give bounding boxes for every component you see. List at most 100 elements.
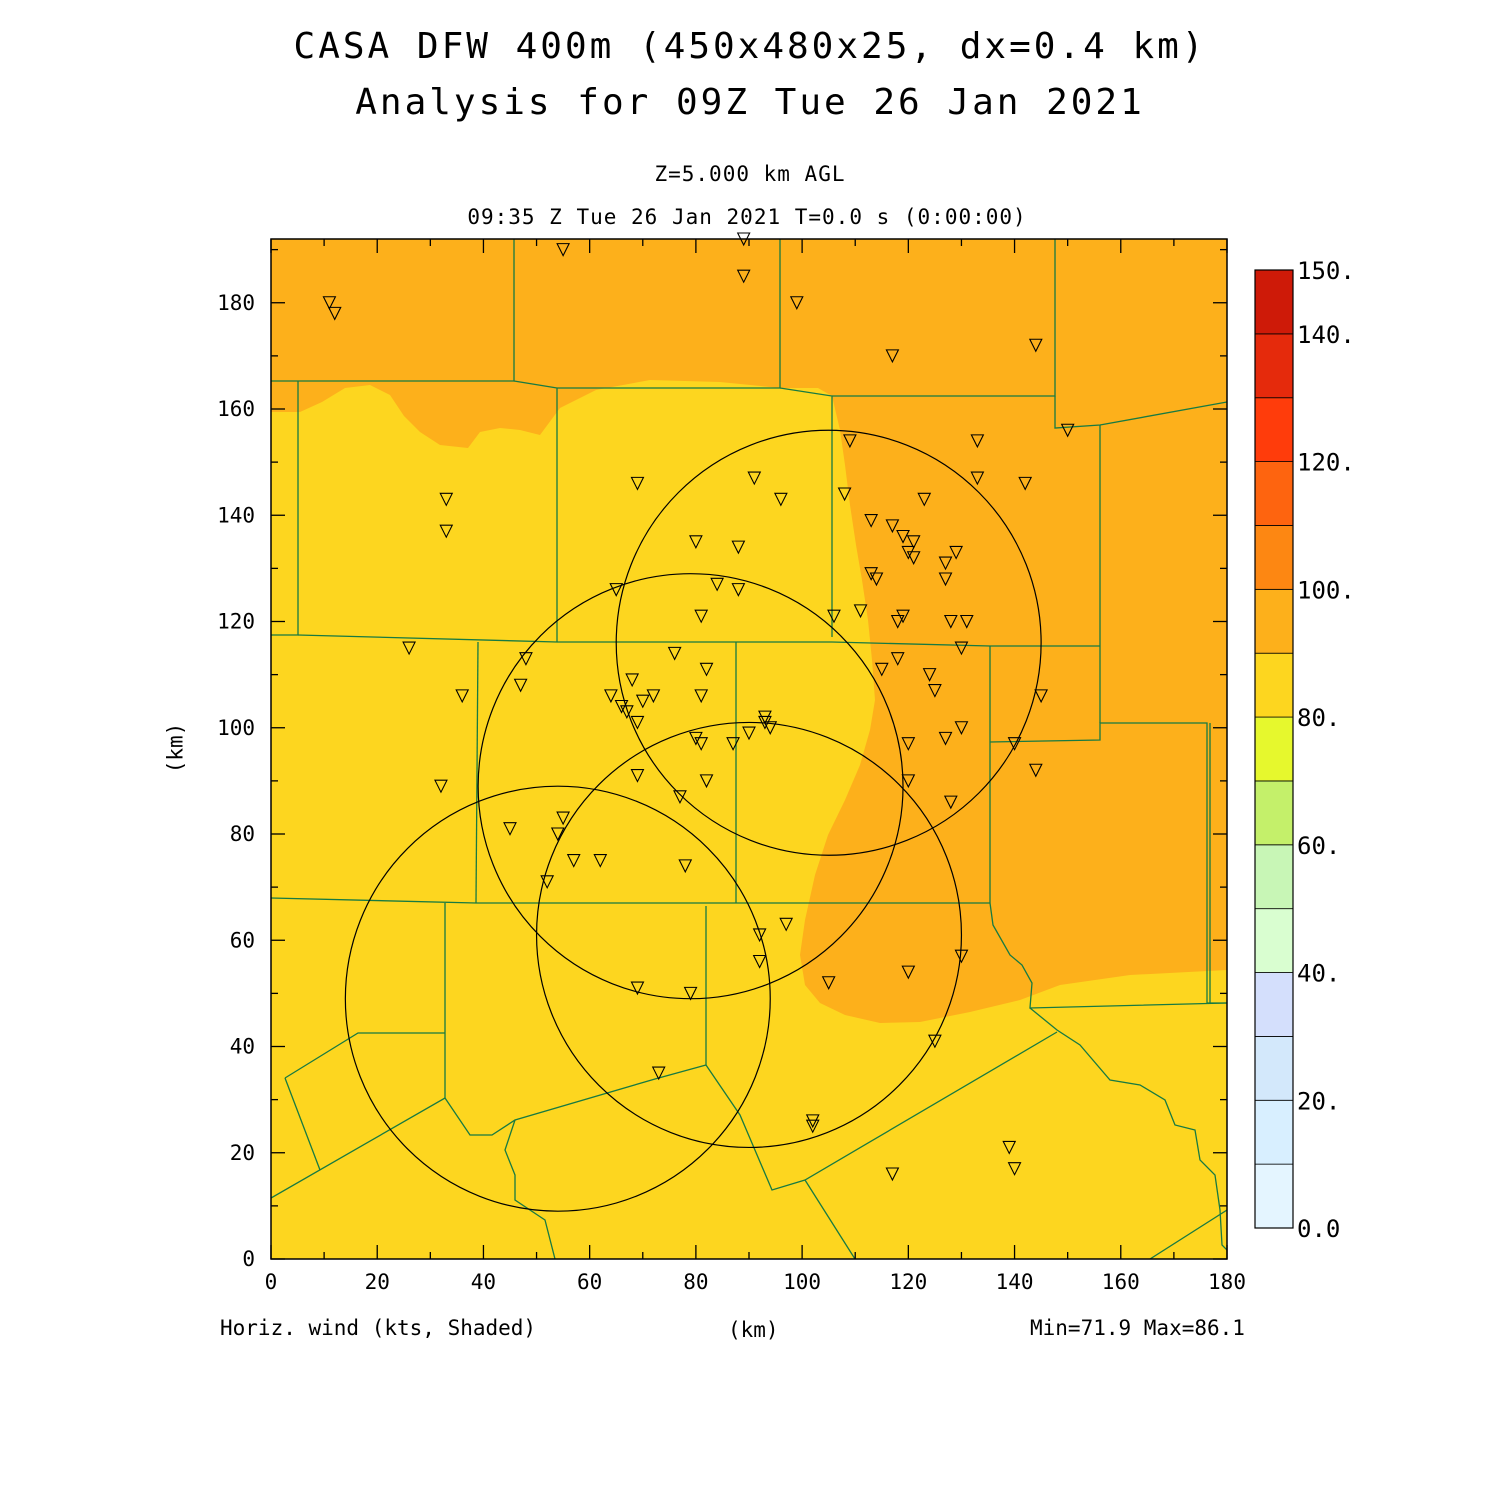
station-marker [614, 699, 629, 714]
y-axis-label: (km) [163, 722, 188, 774]
station-marker [625, 673, 640, 688]
station-marker [1060, 423, 1075, 438]
station-marker [513, 678, 528, 693]
station-marker [943, 614, 958, 629]
x-tick-label: 60 [577, 1270, 602, 1294]
range-ring [615, 429, 1042, 856]
station-marker [1007, 737, 1022, 751]
x-tick-label: 140 [996, 1270, 1034, 1294]
station-marker [890, 614, 905, 629]
station-marker [970, 471, 985, 486]
station-marker [503, 822, 517, 836]
station-marker [917, 492, 932, 507]
colorbar-label: 40. [1297, 960, 1340, 988]
observation-stations [322, 232, 1075, 1182]
station-marker [949, 545, 964, 560]
station-marker [667, 646, 682, 661]
range-ring [344, 785, 771, 1212]
station-marker [402, 641, 416, 656]
station-marker [869, 572, 884, 587]
colorbar-swatch [1254, 908, 1294, 973]
station-marker [566, 854, 581, 868]
station-marker [673, 790, 687, 805]
station-marker [938, 572, 953, 587]
colorbar-label: 150. [1297, 257, 1355, 285]
colorbar-label: 100. [1297, 576, 1355, 604]
station-marker [758, 715, 772, 730]
station-marker [779, 917, 794, 932]
station-marker [901, 965, 916, 980]
station-marker [943, 795, 958, 810]
station-marker [742, 726, 756, 741]
station-marker [954, 721, 969, 735]
level-label: Z=5.000 km AGL [654, 162, 846, 186]
station-marker [609, 583, 624, 597]
y-tick-label: 60 [230, 928, 255, 952]
station-marker [731, 583, 746, 597]
station-marker [959, 614, 974, 629]
station-marker [731, 540, 746, 555]
station-marker [763, 721, 778, 735]
station-marker [896, 609, 910, 624]
colorbar-swatch [1254, 397, 1294, 463]
station-marker [688, 731, 703, 746]
station-marker [938, 556, 953, 571]
colorbar-label: 60. [1297, 832, 1340, 860]
station-marker [843, 434, 857, 449]
title-line-2: Analysis for 09Z Tue 26 Jan 2021 [355, 82, 1145, 123]
colorbar-swatch [1254, 716, 1294, 782]
field-label: Horiz. wind (kts, Shaded) [220, 1316, 537, 1340]
colorbar-swatch [1254, 333, 1294, 399]
axis-tick-labels: 0 20 40 60 80 100 120 140 160 180 0 20 40 60 80 100 120 1… [217, 291, 1246, 1294]
station-marker [805, 1114, 820, 1129]
colorbar-label: 140. [1297, 321, 1355, 349]
station-marker [710, 577, 725, 592]
y-tick-label: 20 [230, 1141, 255, 1165]
station-marker [593, 854, 608, 868]
station-marker [853, 604, 868, 619]
station-marker [827, 609, 841, 624]
min-max-label: Min=71.9 Max=86.1 [1030, 1316, 1245, 1340]
colorbar-swatch [1254, 269, 1294, 335]
colorbar-swatch [1254, 972, 1294, 1037]
x-tick-label: 180 [1208, 1270, 1246, 1294]
y-tick-label: 80 [230, 822, 255, 846]
field-80-90-north [271, 239, 1227, 500]
station-marker [651, 1066, 666, 1081]
x-tick-label: 160 [1102, 1270, 1140, 1294]
station-marker [327, 306, 342, 321]
station-marker [954, 641, 969, 656]
station-marker [954, 949, 969, 964]
station-marker [699, 774, 714, 789]
station-marker [556, 811, 571, 826]
station-marker [885, 1167, 900, 1182]
station-marker [906, 535, 921, 550]
x-tick-label: 40 [471, 1270, 496, 1294]
colorbar-swatch [1254, 652, 1294, 718]
y-tick-label: 120 [217, 610, 255, 634]
station-marker [901, 737, 916, 751]
station-marker [630, 981, 645, 996]
x-axis-label: (km) [728, 1318, 779, 1342]
y-tick-label: 180 [217, 291, 255, 315]
station-marker [630, 769, 645, 783]
station-marker [805, 1119, 820, 1134]
station-marker [736, 269, 751, 284]
station-marker [455, 689, 470, 704]
station-marker [927, 1034, 942, 1049]
y-tick-label: 160 [217, 397, 255, 421]
colorbar-swatch [1254, 461, 1294, 526]
title-line-1: CASA DFW 400m (450x480x25, dx=0.4 km) [293, 26, 1207, 67]
station-marker [688, 535, 703, 550]
station-marker [694, 609, 709, 624]
station-marker [758, 710, 772, 725]
station-marker [678, 859, 693, 874]
y-tick-label: 0 [242, 1247, 255, 1271]
station-marker [1028, 763, 1043, 778]
time-label: 09:35 Z Tue 26 Jan 2021 T=0.0 s (0:00:00… [467, 205, 1027, 229]
station-marker [619, 705, 634, 720]
station-marker [694, 689, 709, 704]
colorbar-frame [1254, 269, 1294, 1229]
x-tick-label: 80 [683, 1270, 708, 1294]
